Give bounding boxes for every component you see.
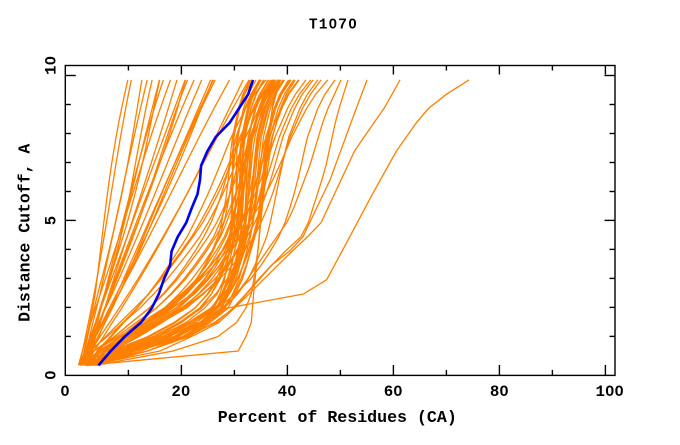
svg-text:Distance Cutoff, A: Distance Cutoff, A [16, 144, 35, 322]
svg-text:60: 60 [384, 383, 403, 401]
svg-text:5: 5 [42, 216, 60, 225]
svg-text:80: 80 [490, 383, 509, 401]
svg-text:Percent of Residues (CA): Percent of Residues (CA) [218, 408, 457, 427]
svg-text:10: 10 [42, 56, 60, 75]
svg-text:20: 20 [171, 383, 190, 401]
svg-text:40: 40 [278, 383, 297, 401]
